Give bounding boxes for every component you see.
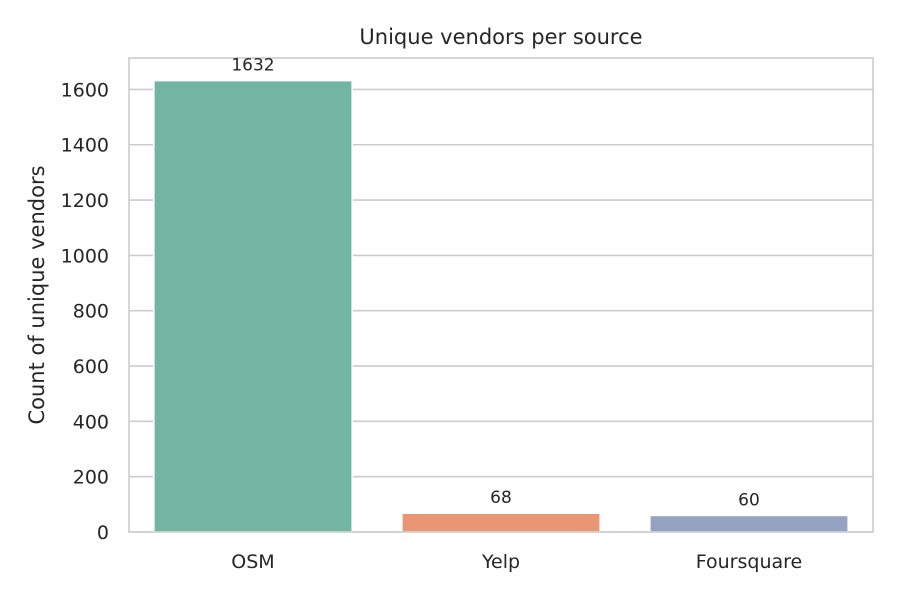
x-tick-label-osm: OSM (231, 551, 274, 573)
bar-yelp (400, 512, 601, 533)
plot-frame (128, 57, 874, 533)
y-tick-labels: 0 200 400 600 800 1000 1200 1400 1600 (61, 79, 109, 544)
data-labels: 1632 68 60 (231, 56, 759, 511)
bar-osm (153, 79, 353, 533)
chart-title: Unique vendors per source (359, 25, 642, 49)
y-tick-label: 400 (73, 411, 109, 433)
x-tick-labels: OSM Yelp Foursquare (231, 551, 802, 573)
bar-foursquare (648, 514, 849, 533)
y-tick-label: 1000 (61, 245, 109, 267)
y-axis-label: Count of unique vendors (25, 165, 49, 424)
y-tick-label: 0 (97, 522, 109, 544)
y-tick-label: 1600 (61, 79, 109, 101)
x-tick-label-yelp: Yelp (481, 551, 520, 573)
y-tick-label: 1200 (61, 190, 109, 212)
data-label-yelp: 68 (490, 488, 512, 508)
x-tick-label-foursquare: Foursquare (696, 551, 802, 573)
y-tick-label: 200 (73, 467, 109, 489)
y-tick-label: 600 (73, 356, 109, 378)
y-tick-label: 1400 (61, 135, 109, 157)
bars (153, 79, 849, 533)
y-tick-label: 800 (73, 301, 109, 323)
data-label-foursquare: 60 (738, 490, 760, 510)
data-label-osm: 1632 (231, 56, 274, 76)
